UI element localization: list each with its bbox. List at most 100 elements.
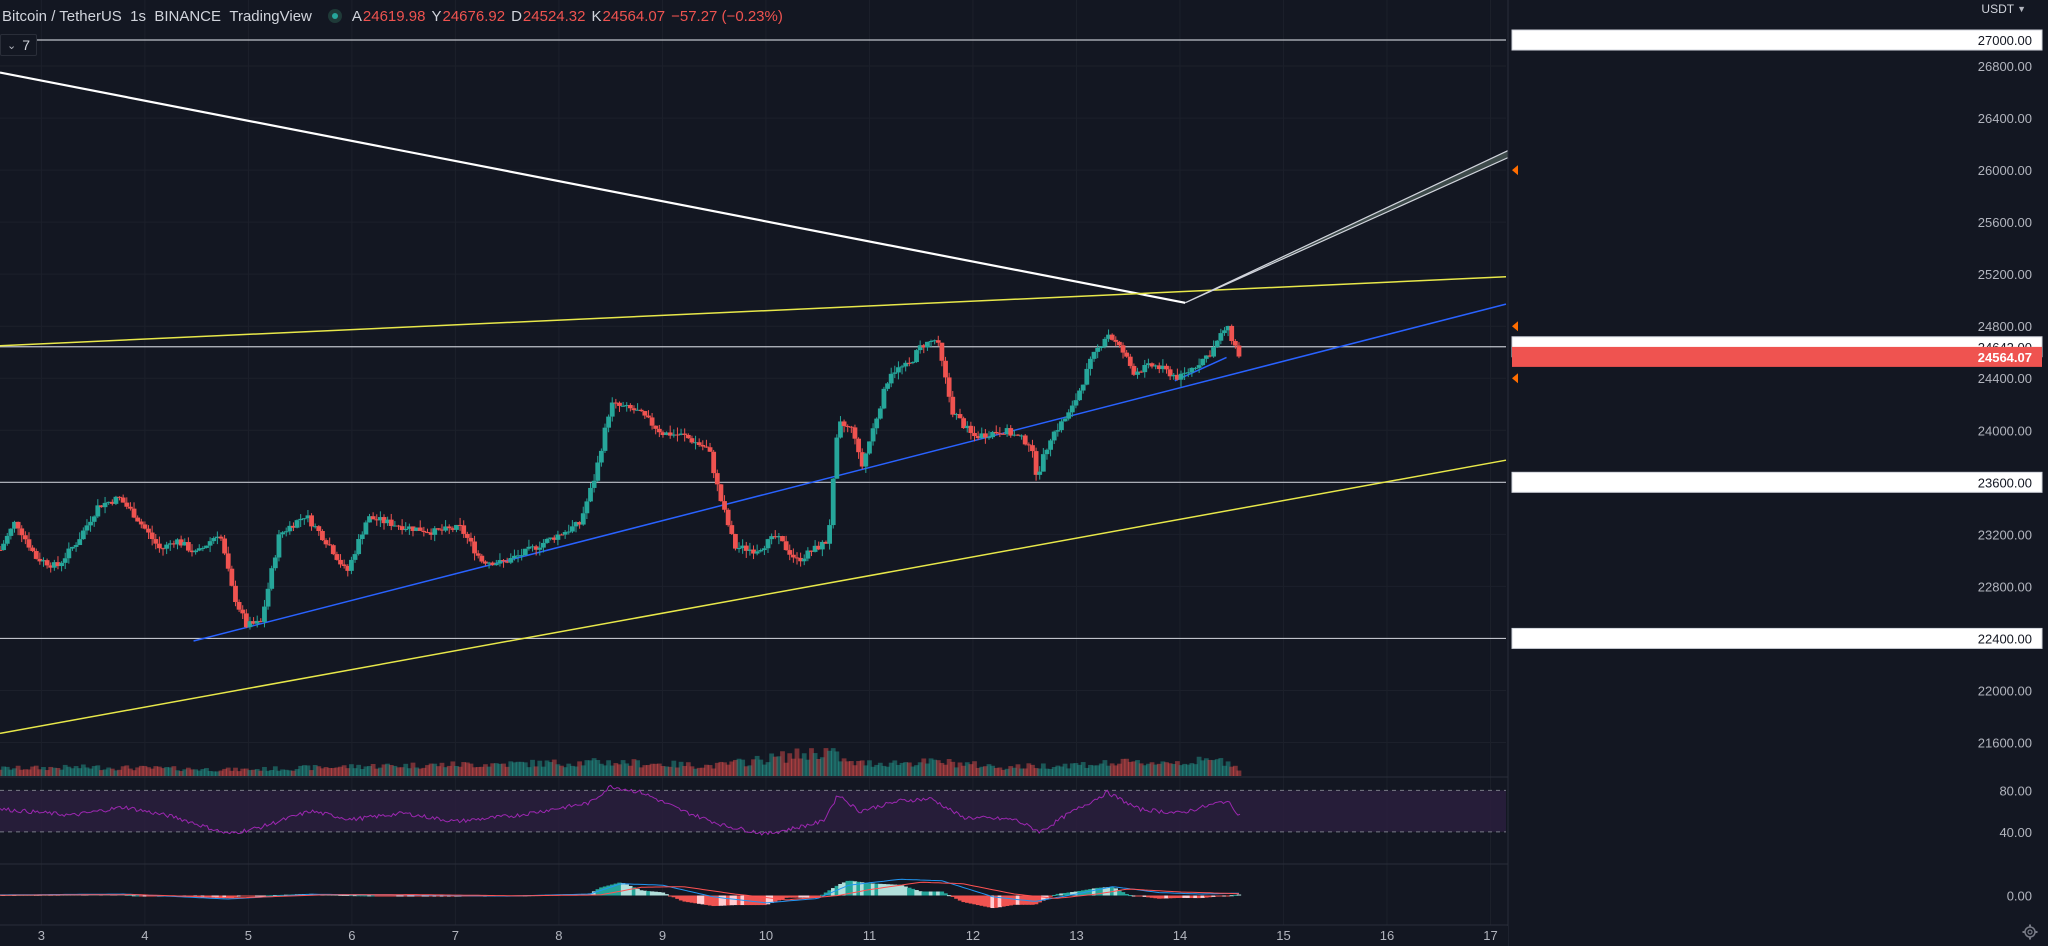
volume-bar bbox=[816, 759, 822, 776]
time-axis[interactable]: 3 4 5 6 7 8 9 10 11 12 13 14 15 16 17 bbox=[0, 926, 1508, 946]
volume-bar bbox=[566, 763, 572, 776]
candle-body bbox=[207, 541, 213, 546]
macd-histogram-bar bbox=[838, 883, 843, 896]
volume-bar bbox=[1160, 761, 1166, 776]
volume-bar bbox=[1214, 759, 1220, 776]
volume-bar bbox=[175, 770, 180, 776]
macd-histogram-bar bbox=[841, 882, 847, 896]
macd-histogram-bar bbox=[1225, 895, 1231, 897]
volume-bar bbox=[1135, 760, 1140, 776]
candle-body bbox=[961, 418, 967, 429]
macd-line bbox=[0, 878, 1239, 904]
volume-bar bbox=[381, 764, 387, 776]
macd-histogram-bar bbox=[1204, 895, 1209, 898]
candle-body bbox=[146, 528, 151, 533]
volume-bar bbox=[305, 765, 311, 776]
candle-body bbox=[4, 535, 10, 544]
volume-bar bbox=[12, 768, 17, 776]
candle-body bbox=[504, 561, 510, 563]
candle-body bbox=[323, 540, 329, 545]
macd-histogram-bar bbox=[414, 895, 419, 897]
volume-bar bbox=[950, 761, 956, 776]
candle-body bbox=[312, 526, 318, 528]
candle-body bbox=[830, 478, 836, 526]
candle-body bbox=[334, 554, 340, 560]
candle-body bbox=[1232, 340, 1238, 346]
macd-histogram-bar bbox=[696, 895, 702, 904]
candle-body bbox=[48, 565, 54, 568]
time-tick-label: 11 bbox=[863, 928, 877, 943]
price-tick-label: 22800.00 bbox=[1978, 579, 2032, 594]
macd-histogram-bar bbox=[1196, 895, 1202, 899]
volume-bar bbox=[341, 765, 347, 776]
macd-histogram-bar bbox=[802, 895, 807, 898]
candle-body bbox=[925, 341, 930, 348]
macd-histogram-bar bbox=[378, 895, 383, 897]
indicators-toggle-button[interactable]: ⌄ 7 bbox=[0, 34, 38, 56]
candle-body bbox=[305, 515, 311, 519]
volume-bar bbox=[906, 762, 912, 776]
macd-histogram-bar bbox=[686, 895, 691, 903]
macd-histogram-bar bbox=[443, 895, 448, 897]
volume-bar bbox=[852, 765, 858, 776]
candle-body bbox=[182, 542, 188, 546]
candle-body bbox=[939, 342, 945, 361]
macd-histogram-bar bbox=[682, 895, 687, 902]
interval[interactable]: 1s bbox=[130, 7, 146, 25]
volume-bar bbox=[1001, 769, 1006, 776]
price-level-marker bbox=[1511, 627, 2043, 649]
volume-bar bbox=[95, 765, 101, 776]
volume-bar bbox=[798, 758, 804, 776]
macd-histogram-bar bbox=[715, 895, 720, 906]
market-status-icon[interactable] bbox=[327, 9, 342, 23]
candle-body bbox=[1059, 421, 1064, 431]
volume-bar bbox=[656, 763, 662, 776]
volume-bar bbox=[385, 763, 391, 776]
candle-body bbox=[1, 543, 7, 551]
macd-histogram-bar bbox=[657, 892, 662, 896]
candle-body bbox=[1200, 358, 1206, 366]
candle-body bbox=[559, 534, 564, 536]
candle-body bbox=[551, 537, 557, 540]
high-label: Y bbox=[431, 7, 442, 25]
volume-bar bbox=[877, 762, 883, 776]
candle-body bbox=[1084, 368, 1090, 385]
volume-bar bbox=[1062, 763, 1068, 776]
candle-body bbox=[943, 360, 948, 378]
volume-bar bbox=[689, 766, 695, 776]
volume-bar bbox=[1178, 765, 1184, 776]
macd-histogram-bar bbox=[928, 891, 934, 896]
volume-bar bbox=[544, 760, 550, 776]
ma100-line bbox=[0, 71, 1186, 304]
symbol-name[interactable]: Bitcoin / TetherUS bbox=[2, 7, 122, 25]
volume-bar bbox=[870, 766, 876, 776]
candle-body bbox=[363, 522, 369, 535]
volume-bar bbox=[1011, 767, 1017, 776]
candle-body bbox=[714, 473, 720, 485]
price-axis[interactable]: 27000.00 26800.00 26400.00 26000.00 25600.00… bbox=[1507, 0, 2048, 946]
volume-bar bbox=[1084, 767, 1090, 776]
candle-body bbox=[667, 432, 673, 436]
candle-body bbox=[675, 434, 680, 436]
macd-histogram-bar bbox=[1207, 895, 1213, 898]
macd-histogram-bar bbox=[258, 895, 264, 897]
volume-bar bbox=[367, 766, 372, 776]
candle-body bbox=[185, 542, 191, 551]
candle-body bbox=[627, 404, 633, 409]
candle-body bbox=[1055, 430, 1061, 432]
candle-body bbox=[693, 442, 698, 444]
price-tick-label: 24000.00 bbox=[1978, 423, 2032, 438]
macd-histogram-bar bbox=[1062, 892, 1068, 896]
macd-histogram-bar bbox=[1091, 888, 1097, 896]
volume-bar bbox=[450, 761, 456, 776]
volume-bar bbox=[1167, 763, 1173, 776]
currency-selector[interactable]: USDT ▼ bbox=[1981, 2, 2026, 16]
macd-histogram-bar bbox=[389, 895, 394, 897]
candle-body bbox=[472, 541, 477, 554]
volume-bar bbox=[892, 760, 898, 776]
volume-bar bbox=[1203, 758, 1209, 776]
candle-body bbox=[142, 524, 148, 529]
candle-body bbox=[975, 436, 981, 439]
gear-icon[interactable] bbox=[2022, 924, 2038, 940]
